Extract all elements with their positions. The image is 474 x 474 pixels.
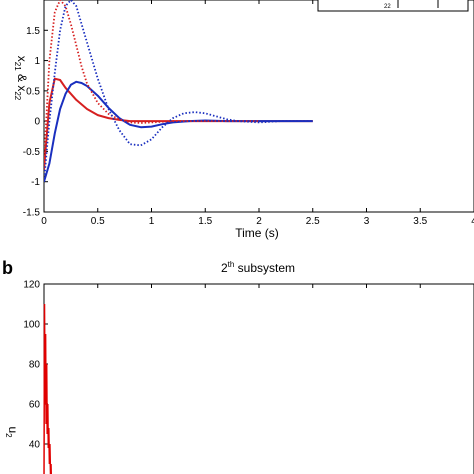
panel-a-xlabel: Time (s) (235, 226, 279, 240)
panel-b-chart: b 2th subsystem 20406080100120 u2 (2, 258, 474, 474)
panel-a-chart: 0 0.5 1 1.5 2 2.5 3 3.5 4 -1.5 -1 -0.5 0 0.5 1 1.5 Time… (13, 0, 474, 240)
panel-b-title: 2th subsystem (221, 260, 295, 275)
panel-a-series (44, 0, 313, 182)
panel-a-ytick-label: -0.5 (23, 147, 41, 158)
panel-a-ytick-label: 1.5 (26, 26, 40, 37)
panel-a-series-4-line (44, 0, 313, 182)
panel-a-axes-frame (43, 0, 474, 213)
panel-a-xtick-label: 4 (471, 216, 474, 227)
panel-a-xtick-label: 3.5 (413, 216, 427, 227)
panel-a-xtick-label: 1.5 (198, 216, 212, 227)
panel-a-ylabel: x21 & x22 (13, 56, 29, 101)
panel-b-series-1-line (43, 303, 53, 474)
panel-a-legend-entry: 22 (384, 4, 391, 10)
panel-b-ytick-label: 80 (29, 360, 41, 371)
panel-b-label: b (2, 258, 13, 278)
panel-a-xtick-label: 3 (364, 216, 370, 227)
panel-b-axes-frame (43, 283, 474, 474)
panel-b-ytick-label: 40 (29, 440, 41, 451)
panel-b-ytick-label: 60 (29, 400, 41, 411)
panel-a-ytick-label: -1.5 (23, 208, 41, 219)
panel-a-ytick-label: 1 (34, 56, 40, 67)
panel-b-ytick-label: 100 (23, 320, 40, 331)
panel-a-xtick-label: 0.5 (91, 216, 105, 227)
panel-a-xtick-label: 0 (41, 216, 47, 227)
panel-a-legend: 22 (317, 0, 469, 12)
panel-a-ytick-label: -1 (31, 177, 40, 188)
panel-b-ylabel: u2 (4, 426, 20, 438)
panel-a-ytick-label: 0 (34, 117, 40, 128)
panel-a-xtick-label: 1 (149, 216, 155, 227)
panel-a-xtick-label: 2 (256, 216, 262, 227)
panel-b-ytick-label: 120 (23, 280, 40, 291)
panel-a-ytick-label: 0.5 (26, 86, 40, 97)
panel-b-series (43, 303, 53, 474)
panel-a-xtick-label: 2.5 (306, 216, 320, 227)
panel-a-ticks: 0 0.5 1 1.5 2 2.5 3 3.5 4 -1.5 -1 -0.5 0 0.5 1 1.5 (23, 0, 474, 227)
